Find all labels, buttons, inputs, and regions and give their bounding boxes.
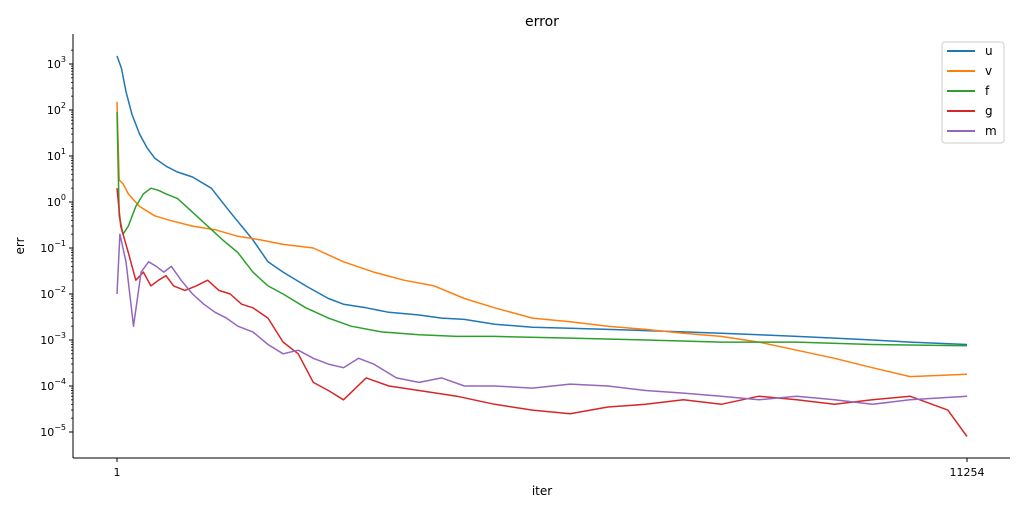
series-line-v bbox=[116, 101, 968, 378]
legend-label-v: v bbox=[985, 64, 992, 78]
legend-label-u: u bbox=[985, 44, 993, 58]
y-ticks: 103 102 101 100 10−1 10−2 10−3 10−4 10−5 bbox=[40, 49, 73, 439]
x-tick-label: 1 bbox=[114, 466, 121, 479]
y-axis-title: err bbox=[13, 237, 27, 254]
series-line-f bbox=[116, 112, 968, 347]
series-group bbox=[116, 55, 968, 437]
y-tick-label: 10−1 bbox=[40, 239, 66, 255]
legend-label-f: f bbox=[985, 84, 990, 98]
x-tick-label: 11254 bbox=[950, 466, 985, 479]
y-tick-label: 102 bbox=[47, 101, 66, 117]
y-tick-label: 100 bbox=[47, 193, 66, 209]
legend-label-g: g bbox=[985, 104, 993, 118]
y-tick-label: 101 bbox=[47, 147, 66, 163]
x-ticks: 1 11254 bbox=[114, 458, 985, 479]
y-tick-label: 10−2 bbox=[40, 285, 66, 301]
series-line-u bbox=[116, 55, 968, 346]
legend-label-m: m bbox=[985, 124, 997, 138]
series-line-g bbox=[116, 188, 968, 437]
y-tick-label: 10−4 bbox=[40, 377, 66, 393]
y-tick-label: 10−5 bbox=[40, 423, 66, 439]
x-axis-title: iter bbox=[532, 484, 552, 498]
legend-box bbox=[941, 41, 1005, 144]
y-tick-label: 10−3 bbox=[40, 331, 66, 347]
y-tick-label: 103 bbox=[47, 55, 66, 71]
chart-title: error bbox=[525, 14, 559, 30]
axes bbox=[72, 34, 1010, 459]
series-line-m bbox=[116, 233, 968, 406]
